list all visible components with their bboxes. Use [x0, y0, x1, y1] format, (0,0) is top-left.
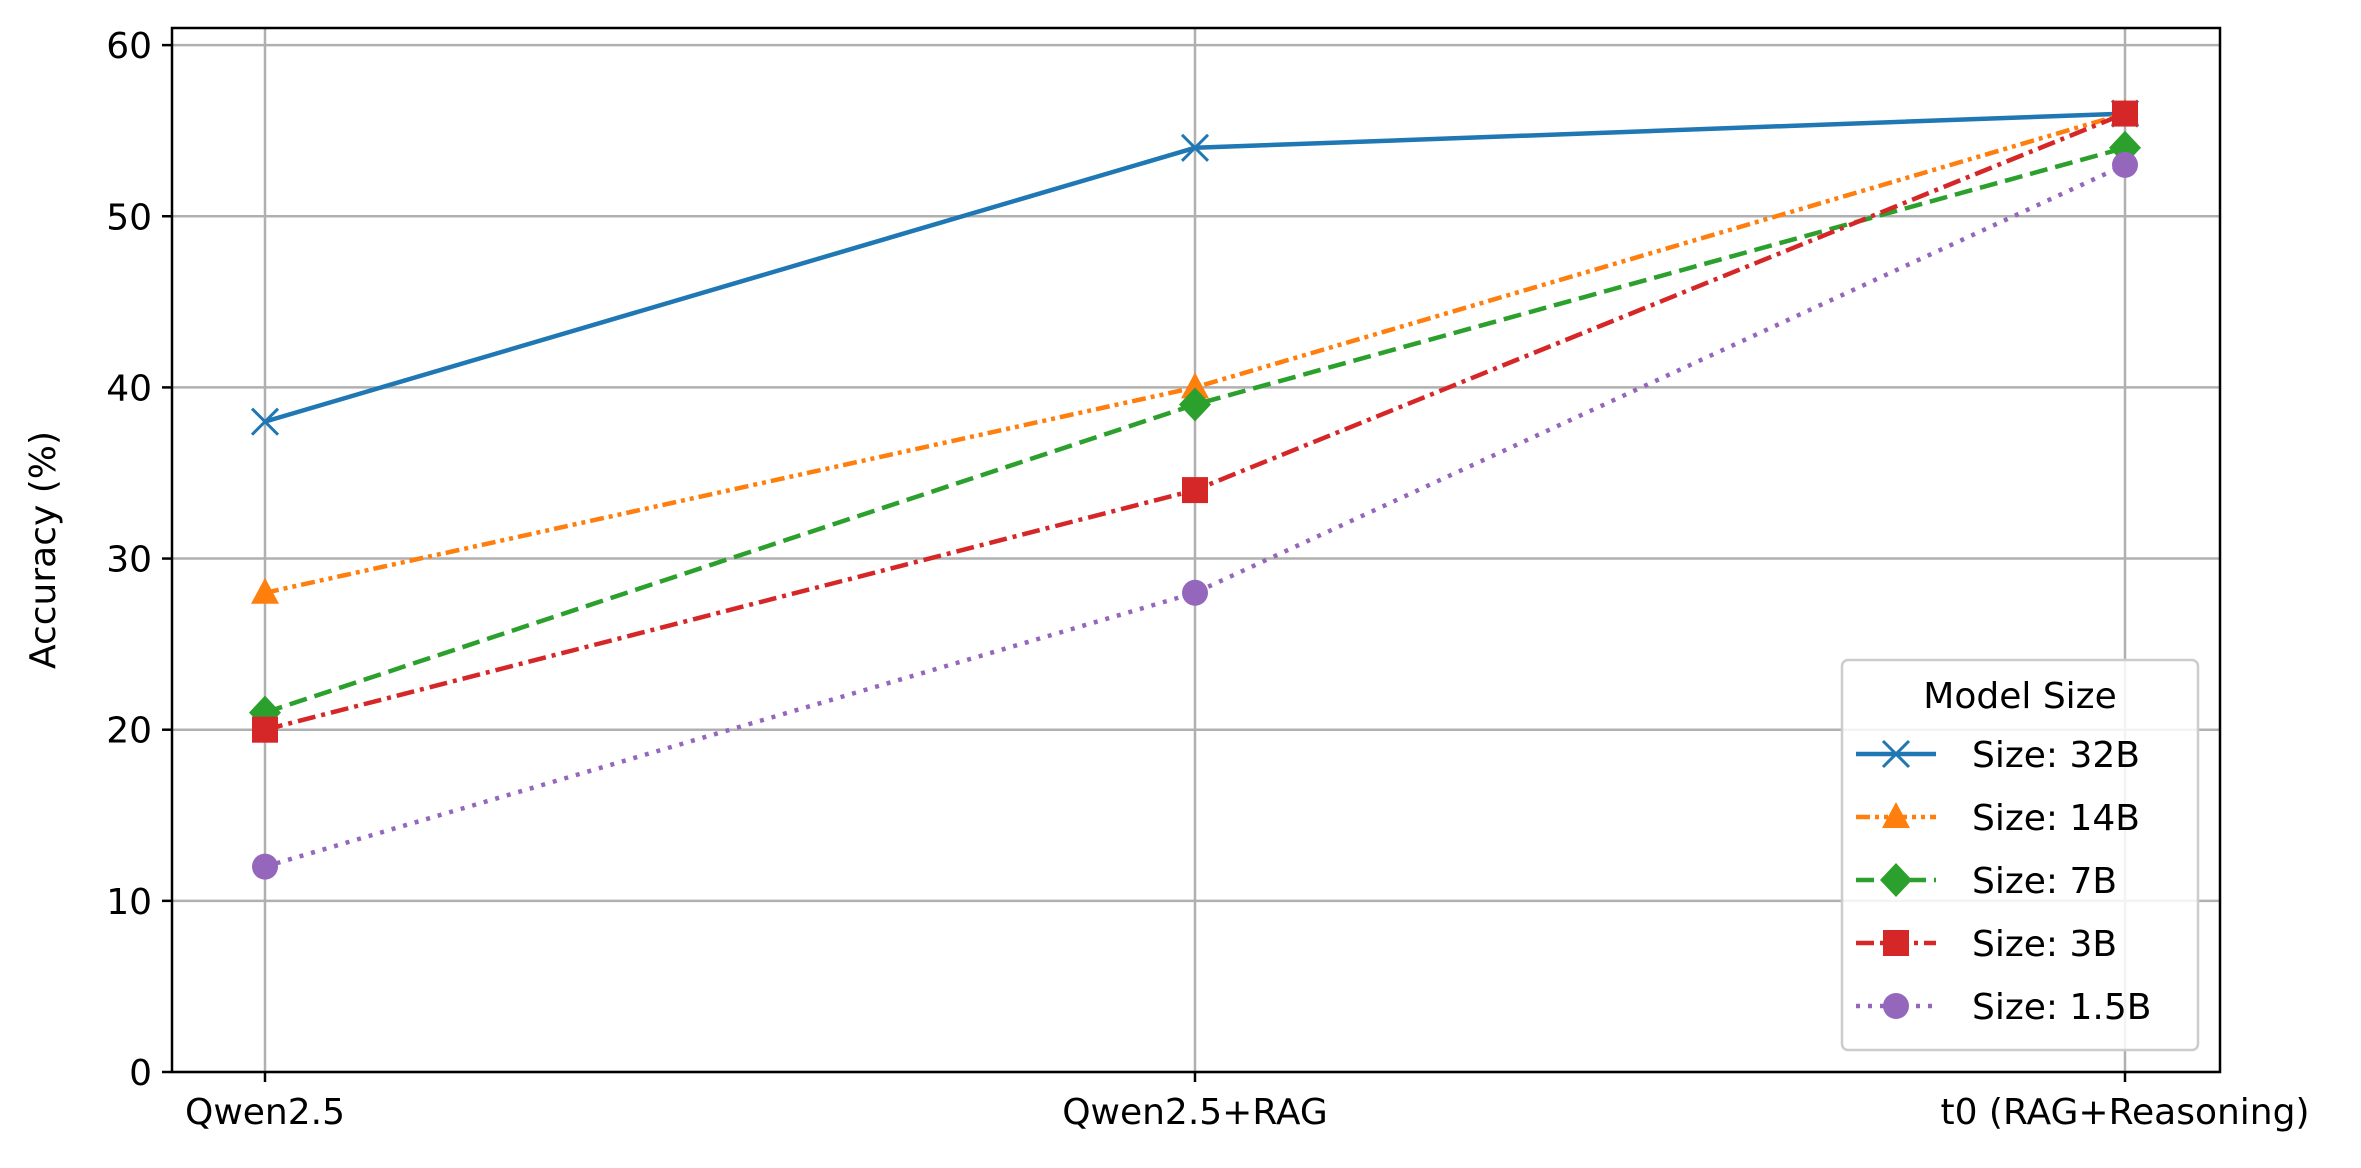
legend-marker: [1882, 802, 1910, 828]
y-tick-label: 20: [106, 711, 152, 752]
data-point: [2112, 100, 2138, 127]
legend-item: Size: 7B: [1856, 861, 2117, 902]
y-tick-label: 0: [129, 1053, 152, 1094]
data-point: [250, 407, 280, 436]
legend-items: Size: 32B Size: 14B Size: 7B Size: 3B Size: …: [1856, 735, 2151, 1028]
y-tick-label: 10: [106, 882, 152, 923]
legend-item: Size: 14B: [1856, 798, 2140, 839]
series-size-1-5b: [252, 151, 2138, 880]
x-tick-label: Qwen2.5+RAG: [1062, 1092, 1328, 1133]
legend-label: Size: 7B: [1972, 861, 2117, 902]
data-point: [1180, 133, 1210, 162]
legend-box: [1840, 658, 2200, 1052]
series-group: [249, 98, 2141, 880]
legend-label: Size: 3B: [1972, 924, 2117, 965]
legend-item: Size: 32B: [1856, 735, 2140, 776]
legend-item: Size: 1.5B: [1856, 987, 2151, 1028]
y-tick-label: 50: [106, 197, 152, 238]
legend-item: Size: 3B: [1856, 924, 2117, 965]
data-point: [2112, 151, 2138, 178]
series-line: [264, 111, 2126, 595]
data-point: [252, 716, 278, 743]
y-axis-label: Accuracy (%): [23, 431, 64, 669]
y-tick-label: 40: [106, 368, 152, 409]
legend-marker: [1880, 863, 1912, 897]
legend-label: Size: 14B: [1972, 798, 2140, 839]
data-point: [1179, 387, 1211, 422]
legend-marker: [1881, 739, 1911, 769]
y-tick-label: 30: [106, 540, 152, 581]
series-size-3b: [252, 100, 2138, 743]
data-point: [252, 853, 278, 880]
y-tick-label: 60: [106, 26, 152, 67]
legend-label: Size: 1.5B: [1972, 987, 2151, 1028]
legend-label: Size: 32B: [1972, 735, 2140, 776]
data-point: [1182, 579, 1208, 606]
axis-ticks: 0 10 20 30 40 50 60 Qwen2.5 Qwen2.5+RAG t0 (RAG+R…: [106, 26, 2309, 1133]
x-tick-label: Qwen2.5: [185, 1092, 345, 1133]
data-point: [1181, 372, 1209, 399]
legend-title: Model Size: [1923, 676, 2116, 717]
legend-marker: [1883, 993, 1909, 1019]
x-tick-label: t0 (RAG+Reasoning): [1940, 1092, 2309, 1133]
data-point: [251, 577, 279, 604]
data-point: [1182, 477, 1208, 504]
legend-marker: [1883, 930, 1909, 956]
